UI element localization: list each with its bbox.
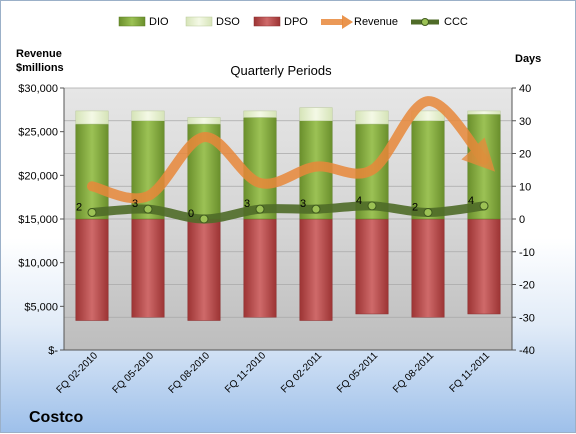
ccc-point [311, 204, 321, 214]
left-axis-tick-label: $20,000 [18, 170, 58, 182]
x-axis-category-label: FQ 08-2010 [167, 350, 213, 396]
ccc-data-label: 3 [300, 198, 306, 210]
x-axis-category-label: FQ 11-2010 [223, 350, 268, 395]
ccc-point [143, 204, 153, 214]
ccc-data-label: 3 [244, 198, 250, 210]
chart-title: Quarterly Periods [230, 63, 332, 78]
ccc-point [423, 207, 433, 217]
dpo-bar [467, 218, 501, 315]
ccc-point [199, 214, 209, 224]
ccc-data-label: 4 [468, 195, 474, 207]
dso-bar [243, 110, 277, 118]
dso-bar [187, 117, 221, 125]
dso-bar [131, 110, 165, 122]
dso-bar [299, 107, 333, 122]
x-axis-category-label: FQ 05-2010 [111, 350, 157, 396]
left-axis-tick-label: $- [48, 345, 58, 357]
ccc-data-label: 2 [412, 201, 418, 213]
dio-bar [411, 120, 445, 220]
dso-bar [467, 110, 501, 115]
left-axis-title-line1: Revenue [16, 48, 62, 60]
left-axis-tick-label: $30,000 [18, 83, 58, 95]
dpo-bar [75, 218, 109, 321]
right-axis-title: Days [515, 53, 542, 65]
right-axis-tick-label: 30 [519, 116, 531, 128]
legend-item-revenue: Revenue [319, 15, 399, 29]
left-axis-tick-label: $10,000 [18, 258, 58, 270]
legend-marker-ccc [421, 18, 429, 26]
ccc-line [87, 201, 489, 224]
left-axis-tick-label: $25,000 [18, 127, 58, 139]
left-axis-title-line2: $millions [16, 62, 64, 74]
left-axis-tick-label: $15,000 [18, 214, 58, 226]
legend-arrow-revenue [342, 15, 353, 29]
ccc-data-label: 3 [132, 198, 138, 210]
right-axis-tick-label: 40 [519, 83, 531, 95]
ccc-point [367, 201, 377, 211]
legend-swatch-dio [118, 16, 146, 27]
dio-bar [75, 123, 109, 220]
x-axis-category-label: FQ 02-2010 [55, 350, 101, 396]
legend-swatch-dpo [253, 16, 281, 27]
legend-label-dpo: DPO [284, 16, 308, 28]
legend-item-dio: DIO [119, 15, 179, 29]
ccc-point [479, 201, 489, 211]
ccc-data-label: 0 [188, 208, 194, 220]
company-label: Costco [29, 409, 84, 426]
legend-label-revenue: Revenue [354, 16, 399, 28]
right-axis-tick-label: -20 [519, 280, 535, 292]
left-axis-title: Revenue $millions [16, 47, 86, 75]
ccc-data-label: 2 [76, 201, 82, 213]
left-axis-tick-label: $5,000 [24, 301, 58, 313]
dpo-bar [243, 218, 277, 318]
x-axis-category-label: FQ 08-2011 [391, 350, 436, 395]
legend-swatch-dso [185, 16, 213, 27]
x-axis-category-label: FQ 05-2011 [335, 350, 380, 395]
right-axis-tick-label: -30 [519, 312, 535, 324]
ccc-data-label: 4 [356, 195, 362, 207]
dpo-bar [299, 218, 333, 321]
dpo-bar [131, 218, 165, 318]
ccc-point [255, 204, 265, 214]
revenue-line [87, 96, 496, 204]
dso-bar [75, 110, 109, 125]
legend-label-dso: DSO [216, 16, 240, 28]
dpo-bar [411, 218, 445, 318]
legend-item-dpo: DPO [254, 15, 314, 29]
legend-label-ccc: CCC [444, 16, 468, 28]
ccc-point [87, 207, 97, 217]
dso-bar [355, 110, 389, 125]
right-axis-tick-label: 10 [519, 181, 531, 193]
legend-item-ccc: CCC [409, 15, 479, 29]
dio-bar [243, 117, 277, 220]
legend-item-dso: DSO [186, 15, 246, 29]
right-axis-tick-label: 0 [519, 214, 525, 226]
x-axis-category-label: FQ 11-2011 [448, 350, 493, 395]
right-axis-tick-label: -10 [519, 247, 535, 259]
x-axis-category-label: FQ 02-2011 [279, 350, 324, 395]
legend-label-dio: DIO [149, 16, 169, 28]
right-axis-tick-label: 20 [519, 149, 531, 161]
dpo-bar [187, 218, 221, 321]
right-axis-tick-label: -40 [519, 345, 535, 357]
dpo-bar [355, 218, 389, 315]
